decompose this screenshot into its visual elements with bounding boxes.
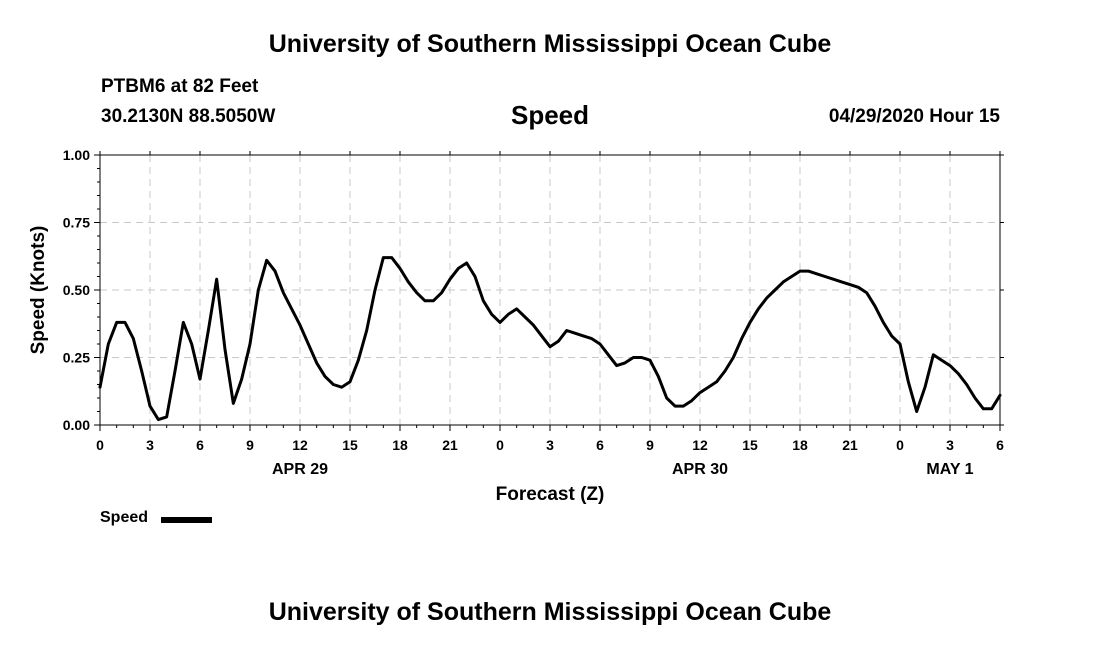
coordinates-label: 30.2130N 88.5050W — [101, 106, 276, 127]
x-tick-label: 6 — [596, 437, 604, 453]
x-tick-label: 9 — [646, 437, 654, 453]
x-tick-label: 21 — [442, 437, 458, 453]
legend-label: Speed — [100, 509, 149, 526]
x-tick-label: 18 — [392, 437, 408, 453]
x-tick-label: 15 — [742, 437, 758, 453]
chart-title: Speed — [510, 100, 590, 130]
x-tick-label: 15 — [342, 437, 358, 453]
x-axis-title: Forecast (Z) — [496, 484, 605, 505]
y-tick-label: 0.75 — [63, 215, 90, 231]
x-tick-label: 18 — [792, 437, 808, 453]
x-tick-label: 0 — [496, 437, 504, 453]
y-tick-label: 0.25 — [63, 350, 90, 366]
top-title: University of Southern Mississippi Ocean… — [268, 30, 832, 58]
x-tick-label: 3 — [146, 437, 154, 453]
date-label: APR 29 — [272, 461, 328, 478]
x-tick-label: 6 — [196, 437, 204, 453]
y-tick-label: 1.00 — [63, 147, 90, 163]
y-tick-label: 0.50 — [63, 282, 90, 298]
date-label: APR 30 — [672, 461, 728, 478]
x-tick-label: 3 — [546, 437, 554, 453]
legend-swatch — [161, 517, 212, 523]
x-tick-label: 21 — [842, 437, 858, 453]
y-tick-label: 0.00 — [63, 417, 90, 433]
speed-series-line — [98, 256, 1002, 422]
y-axis-title: Speed (Knots) — [28, 226, 49, 355]
station-label: PTBM6 at 82 Feet — [101, 76, 259, 97]
x-tick-label: 0 — [896, 437, 904, 453]
x-tick-label: 12 — [692, 437, 708, 453]
x-tick-label: 3 — [946, 437, 954, 453]
x-tick-label: 9 — [246, 437, 254, 453]
bottom-title: University of Southern Mississippi Ocean… — [268, 598, 832, 626]
x-tick-label: 12 — [292, 437, 308, 453]
date-label: MAY 1 — [926, 461, 973, 478]
x-tick-label: 6 — [996, 437, 1004, 453]
x-tick-label: 0 — [96, 437, 104, 453]
forecast-timestamp: 04/29/2020 Hour 15 — [828, 106, 1000, 127]
